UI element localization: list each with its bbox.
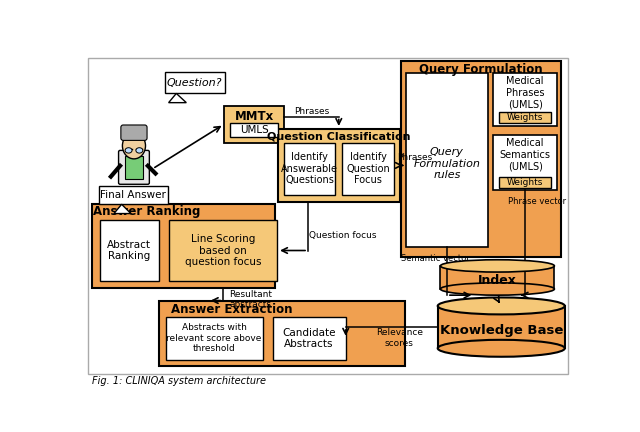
FancyBboxPatch shape (92, 203, 275, 288)
FancyBboxPatch shape (499, 112, 551, 123)
Text: Candidate
Abstracts: Candidate Abstracts (282, 328, 336, 349)
FancyBboxPatch shape (121, 125, 147, 140)
FancyBboxPatch shape (100, 220, 159, 280)
FancyBboxPatch shape (493, 135, 557, 191)
Text: MMTx: MMTx (234, 110, 274, 123)
FancyBboxPatch shape (440, 266, 554, 289)
Text: Phrases: Phrases (294, 108, 329, 116)
FancyBboxPatch shape (170, 220, 277, 280)
Text: UMLS: UMLS (240, 124, 268, 135)
Text: Phrase vector: Phrase vector (508, 197, 566, 206)
Text: Identify
Question
Focus: Identify Question Focus (346, 152, 390, 185)
Text: Knowledge Base: Knowledge Base (440, 324, 563, 337)
FancyBboxPatch shape (342, 143, 394, 195)
FancyBboxPatch shape (125, 156, 143, 179)
FancyBboxPatch shape (401, 61, 561, 257)
Text: Resultant
abstracts: Resultant abstracts (228, 290, 272, 309)
Text: Question Classification: Question Classification (267, 131, 410, 142)
Text: Semantic vector: Semantic vector (401, 254, 470, 263)
Text: Relevance
scores: Relevance scores (376, 328, 423, 348)
Text: Answer Ranking: Answer Ranking (93, 206, 200, 219)
FancyBboxPatch shape (438, 306, 564, 348)
FancyBboxPatch shape (230, 123, 278, 137)
Ellipse shape (115, 194, 153, 202)
Text: Abstract
Ranking: Abstract Ranking (108, 240, 151, 261)
Text: Query
Formulation
rules: Query Formulation rules (413, 147, 481, 181)
Text: Index: Index (478, 274, 517, 287)
FancyBboxPatch shape (406, 73, 488, 247)
Ellipse shape (438, 340, 564, 357)
Text: Weights: Weights (507, 178, 543, 187)
Text: Query Formulation: Query Formulation (419, 63, 543, 76)
Text: Medical
Semantics
(UMLS): Medical Semantics (UMLS) (500, 138, 550, 172)
Ellipse shape (125, 148, 132, 153)
FancyBboxPatch shape (224, 106, 284, 143)
Text: Answer Extraction: Answer Extraction (171, 302, 292, 315)
FancyBboxPatch shape (164, 72, 225, 93)
FancyBboxPatch shape (278, 129, 399, 202)
Polygon shape (168, 93, 186, 103)
Text: Fig. 1: CLINIQA system architecture: Fig. 1: CLINIQA system architecture (92, 376, 266, 386)
Text: Line Scoring
based on
question focus: Line Scoring based on question focus (185, 234, 262, 267)
FancyBboxPatch shape (99, 186, 168, 204)
Text: Abstracts with
relevant score above
threshold: Abstracts with relevant score above thre… (166, 324, 262, 353)
Ellipse shape (136, 148, 143, 153)
Ellipse shape (440, 283, 554, 295)
Text: Question?: Question? (167, 78, 223, 88)
Ellipse shape (440, 260, 554, 272)
FancyBboxPatch shape (284, 143, 335, 195)
Text: Weights: Weights (507, 113, 543, 122)
FancyBboxPatch shape (493, 73, 557, 126)
Polygon shape (114, 204, 131, 213)
Text: Question focus: Question focus (309, 231, 376, 240)
Ellipse shape (438, 298, 564, 314)
Text: Identify
Answerable
Questions: Identify Answerable Questions (281, 152, 338, 185)
Text: Phrases: Phrases (397, 153, 433, 162)
FancyBboxPatch shape (88, 58, 568, 374)
FancyBboxPatch shape (159, 301, 405, 366)
FancyBboxPatch shape (499, 178, 551, 188)
FancyBboxPatch shape (273, 318, 346, 360)
FancyBboxPatch shape (166, 318, 262, 360)
Text: Medical
Phrases
(UMLS): Medical Phrases (UMLS) (506, 76, 545, 109)
FancyBboxPatch shape (118, 150, 149, 184)
Text: Final Answer: Final Answer (100, 190, 166, 200)
Ellipse shape (122, 133, 145, 159)
